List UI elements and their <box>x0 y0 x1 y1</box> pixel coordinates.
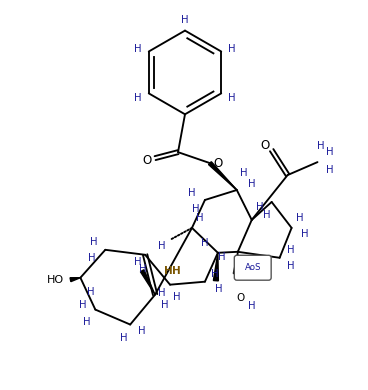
Text: H: H <box>173 292 181 301</box>
Text: H: H <box>120 333 128 344</box>
Text: H: H <box>158 241 166 251</box>
Text: H: H <box>248 301 255 310</box>
Text: H: H <box>229 93 236 103</box>
Text: H: H <box>326 165 333 175</box>
Text: H: H <box>134 44 142 53</box>
Text: H: H <box>139 264 147 274</box>
Polygon shape <box>141 270 155 294</box>
Polygon shape <box>70 278 80 282</box>
Text: H: H <box>158 288 166 298</box>
Text: H: H <box>181 15 189 25</box>
Text: H: H <box>138 326 146 335</box>
Text: H: H <box>296 213 303 223</box>
Text: H: H <box>83 317 90 326</box>
Text: H: H <box>86 287 94 297</box>
Text: H: H <box>89 237 97 247</box>
Polygon shape <box>209 162 237 190</box>
Text: H: H <box>287 261 294 271</box>
Text: H: H <box>248 179 255 189</box>
Text: H: H <box>211 269 219 279</box>
Text: H: H <box>240 168 248 178</box>
Text: H: H <box>188 188 196 198</box>
Text: H: H <box>79 300 86 310</box>
Text: H: H <box>256 202 263 212</box>
Text: H: H <box>134 93 142 103</box>
Text: H: H <box>215 284 223 294</box>
FancyBboxPatch shape <box>234 255 271 280</box>
Text: HO: HO <box>47 275 64 285</box>
Text: O: O <box>237 292 245 303</box>
Text: H: H <box>164 266 173 276</box>
Text: AoS: AoS <box>244 263 261 272</box>
Text: H: H <box>171 266 180 276</box>
Text: O: O <box>213 157 223 170</box>
Text: H: H <box>196 213 204 223</box>
Text: H: H <box>192 204 200 214</box>
Text: H: H <box>161 300 169 310</box>
Polygon shape <box>233 252 238 274</box>
Text: H: H <box>201 238 209 248</box>
Text: H: H <box>301 229 308 239</box>
Text: H: H <box>287 245 294 255</box>
Text: H: H <box>134 257 142 267</box>
Text: H: H <box>218 252 226 262</box>
Text: O: O <box>142 154 152 167</box>
Text: O: O <box>260 139 269 152</box>
Text: H: H <box>326 147 333 157</box>
Text: H: H <box>317 141 324 151</box>
Polygon shape <box>213 253 218 281</box>
Text: H: H <box>88 253 95 263</box>
Text: H: H <box>229 44 236 53</box>
Text: H: H <box>263 210 270 220</box>
